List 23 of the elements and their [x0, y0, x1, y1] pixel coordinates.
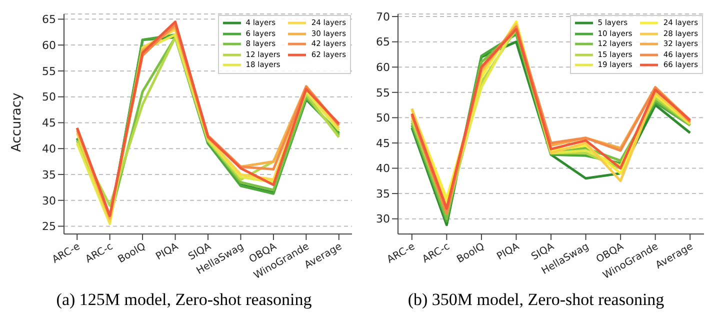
y-tick-label: 25 — [42, 220, 56, 234]
text: (b) 350M model, Zero-shot reasoning — [406, 290, 666, 310]
x-tick-label: PIQA — [154, 241, 180, 263]
y-tick-label: 40 — [42, 142, 56, 156]
y-tick-label: 60 — [42, 38, 56, 52]
y-tick-label: 35 — [42, 168, 56, 182]
y-tick-label: 50 — [376, 112, 390, 125]
y-tick-label: 65 — [376, 36, 390, 49]
y-tick-label: 70 — [376, 10, 390, 24]
y-tick-label: 55 — [42, 64, 56, 78]
y-axis-title: Accuracy — [10, 92, 25, 152]
y-tick-label: 35 — [376, 187, 390, 200]
y-tick-label: 30 — [42, 194, 56, 208]
y-tick-label: 30 — [376, 212, 390, 226]
y-tick-label: 65 — [42, 13, 56, 26]
text: (a) 125M model, Zero-shot reasoning — [55, 290, 313, 310]
y-tick-label: 55 — [376, 86, 390, 100]
x-tick-label: PIQA — [495, 241, 522, 263]
y-tick-label: 40 — [376, 162, 390, 176]
y-tick-label: 60 — [376, 61, 390, 74]
y-tick-label: 45 — [376, 136, 390, 150]
y-tick-label: 45 — [42, 116, 56, 130]
y-tick-label: 50 — [42, 90, 56, 104]
